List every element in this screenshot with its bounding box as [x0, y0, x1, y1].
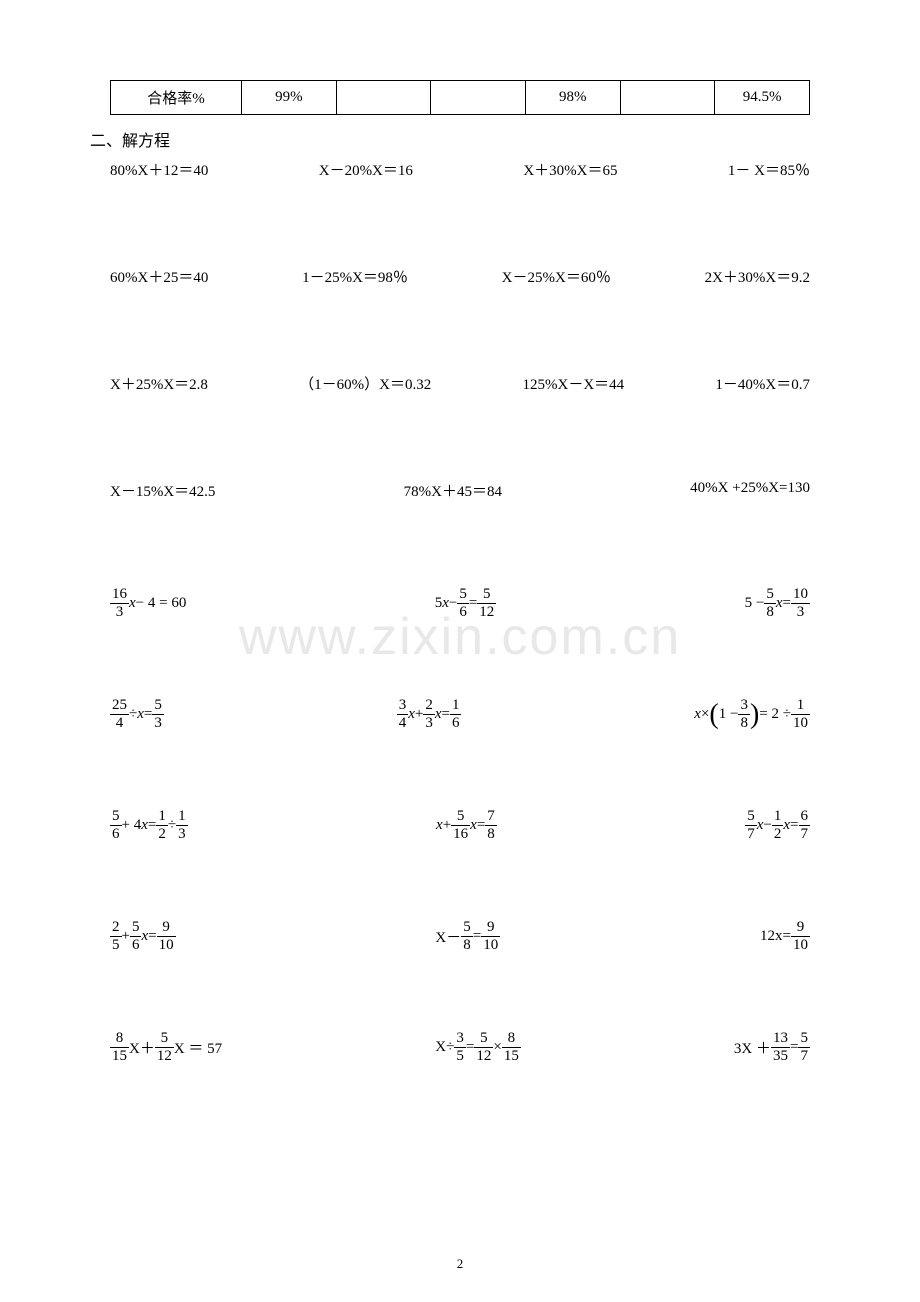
- equation: 163 x − 4 = 60: [110, 587, 186, 620]
- equation: 57 x − 12 x = 67: [745, 809, 810, 842]
- equation: X－20%X＝16: [319, 159, 413, 180]
- equation: X－58= 910: [435, 920, 500, 953]
- equation-row: 815X＋512X ＝ 57 X÷35= 512×815 3X ＋1335= 57: [110, 1031, 810, 1064]
- equation: 78%X＋45＝84: [404, 480, 502, 501]
- table-cell: [336, 81, 431, 115]
- equation-row: 56 + 4x = 12 ÷ 13 x + 516 x = 78 57 x − 12…: [110, 809, 810, 842]
- table-cell: [620, 81, 715, 115]
- equation: 3X ＋1335= 57: [734, 1031, 810, 1064]
- equation-row: 60%X＋25＝40 1－25%X＝98％ X－25%X＝60％ 2X＋30%X＝9.…: [110, 266, 810, 287]
- equation: 56 + 4x = 12 ÷ 13: [110, 809, 188, 842]
- equation-row: 25 + 56 x = 910 X－58= 910 12x=910: [110, 920, 810, 953]
- equation: （1－60%）X＝0.32: [299, 373, 431, 394]
- equation: 5 − 58 x = 103: [745, 587, 810, 620]
- table-cell: 98%: [525, 81, 620, 115]
- equation: 25 + 56 x = 910: [110, 920, 176, 953]
- equation-row: 80%X＋12＝40 X－20%X＝16 X＋30%X＝65 1－ X＝85％: [110, 159, 810, 180]
- equation: x + 516 x = 78: [436, 809, 497, 842]
- equation: 1－40%X＝0.7: [715, 373, 810, 394]
- table-cell: 94.5%: [715, 81, 810, 115]
- equation: 60%X＋25＝40: [110, 266, 208, 287]
- equation: X－25%X＝60％: [502, 266, 611, 287]
- equation: X－15%X＝42.5: [110, 480, 215, 501]
- equation: 2X＋30%X＝9.2: [705, 266, 810, 287]
- equation-row: X＋25%X＝2.8 （1－60%）X＝0.32 125%X－X＝44 1－40%X＝…: [110, 373, 810, 394]
- equation: 40%X +25%X=130: [690, 480, 810, 501]
- equation: 1－ X＝85％: [728, 159, 810, 180]
- table-cell: 99%: [242, 81, 337, 115]
- equation-row: X－15%X＝42.5 78%X＋45＝84 40%X +25%X=130: [110, 480, 810, 501]
- table-cell: [431, 81, 526, 115]
- page-number: 2: [457, 1256, 464, 1272]
- section-title: 二、解方程: [90, 127, 810, 151]
- table-row: 合格率% 99% 98% 94.5%: [111, 81, 810, 115]
- equation-row: 254 ÷ x = 53 34 x + 23 x = 16 x × (1 − 38)…: [110, 698, 810, 731]
- equation: x × (1 − 38) = 2 ÷ 110: [694, 698, 810, 731]
- row-label: 合格率%: [111, 81, 242, 115]
- equation: 125%X－X＝44: [523, 373, 625, 394]
- equation-row: 163 x − 4 = 60 5x − 56 = 512 5 − 58 x = 10…: [110, 587, 810, 620]
- equation: 12x=910: [760, 920, 810, 953]
- equation: 254 ÷ x = 53: [110, 698, 164, 731]
- equation: X＋30%X＝65: [523, 159, 617, 180]
- equation: X÷35= 512×815: [435, 1031, 521, 1064]
- equation: 815X＋512X ＝ 57: [110, 1031, 222, 1064]
- equation: 80%X＋12＝40: [110, 159, 208, 180]
- equation: 1－25%X＝98％: [302, 266, 408, 287]
- equation: X＋25%X＝2.8: [110, 373, 208, 394]
- equation: 34 x + 23 x = 16: [397, 698, 462, 731]
- data-table: 合格率% 99% 98% 94.5%: [110, 80, 810, 115]
- equation: 5x − 56 = 512: [435, 587, 497, 620]
